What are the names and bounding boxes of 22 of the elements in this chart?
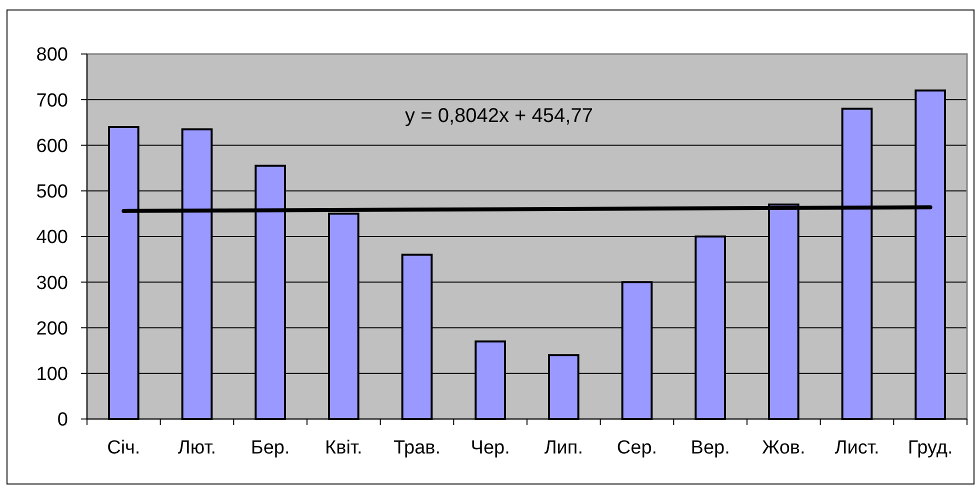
x-tick-label: Лип. [544,438,583,459]
x-tick-label: Лют. [178,438,216,459]
annotation: y = 0,8042x + 454,77 [405,105,593,127]
y-tick-label: 400 [36,227,68,248]
x-tick-label: Квіт. [325,438,362,459]
x-tick-label: Трав. [393,438,441,459]
y-tick-label: 300 [36,272,68,294]
y-tick-label: 600 [36,136,68,157]
x-tick-label: Січ. [107,438,140,459]
y-tick-label: 700 [36,90,68,112]
y-tick-label: 200 [36,318,68,340]
x-tick-label: Лист. [834,438,880,459]
x-tick-label: Жов. [762,438,806,459]
x-tick-label: Груд. [908,438,953,459]
x-tick-label: Вер. [690,438,730,459]
y-tick-label: 800 [36,44,68,66]
y-tick-label: 100 [36,364,68,386]
x-tick-label: Сер. [616,438,658,459]
y-tick-label: 0 [57,410,68,431]
x-tick-label: Чер. [470,438,510,459]
x-tick-label: Бер. [250,438,290,459]
y-tick-label: 500 [36,182,68,203]
